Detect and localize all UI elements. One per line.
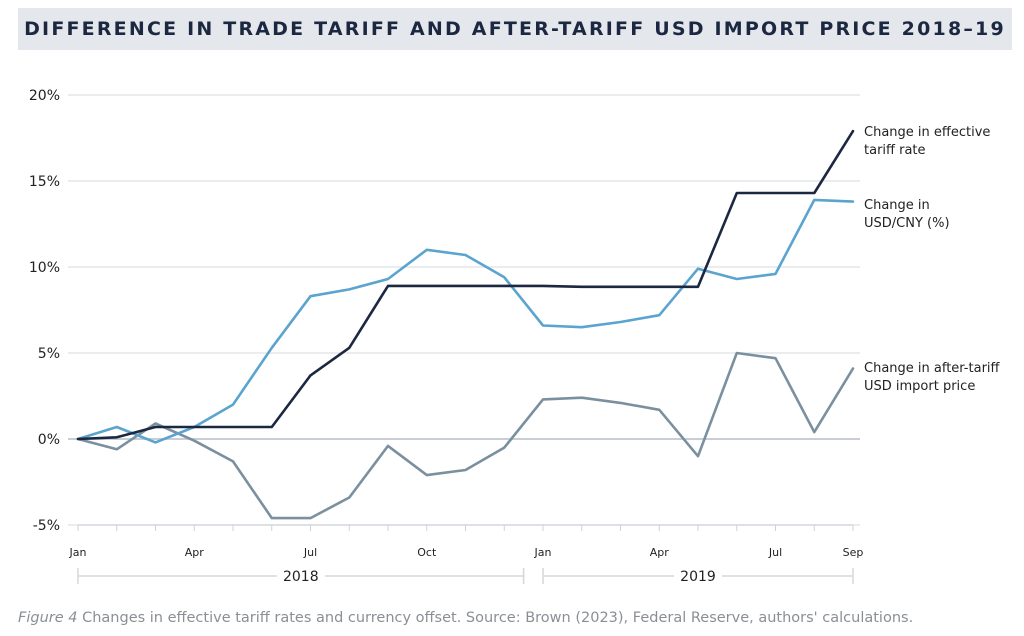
year-label: 2018	[283, 569, 319, 585]
y-tick-label: 0%	[38, 432, 60, 448]
figure-caption: Figure 4 Changes in effective tariff rat…	[18, 610, 913, 626]
x-tick-label: Jul	[768, 546, 782, 559]
x-tick-label: Apr	[185, 546, 205, 559]
series-label-line: USD/CNY (%)	[864, 216, 950, 231]
series-label-line: tariff rate	[864, 143, 926, 158]
year-label-background	[276, 566, 325, 586]
series-line-1	[76, 198, 855, 444]
series-line-2	[76, 351, 855, 520]
grid-lines	[68, 94, 860, 526]
x-tick-label: Apr	[650, 546, 670, 559]
series-label-1: Change in USD/CNY (%)	[864, 198, 950, 231]
y-tick-label: -5%	[33, 518, 60, 534]
x-tick-label: Jul	[303, 546, 317, 559]
series-label-line: USD import price	[864, 379, 975, 394]
series-label-0: Change in effective tariff rate	[864, 125, 990, 158]
line-chart: -5% 0% 5% 10% 15% 20% Jan Apr Jul Oct Jan Apr Jul Se…	[29, 88, 1001, 586]
year-axis: 2018 2019	[77, 566, 854, 586]
x-tick-label: Jan	[69, 546, 87, 559]
series-label-2: Change in after-tariff USD import price	[864, 361, 1001, 394]
series-line-0	[76, 129, 855, 441]
y-tick-label: 15%	[29, 174, 60, 190]
x-tick-label: Oct	[417, 546, 437, 559]
figure-number: Figure 4	[18, 610, 78, 626]
y-axis-tick-labels: -5% 0% 5% 10% 15% 20%	[29, 88, 60, 534]
year-label-background	[674, 566, 722, 586]
series-label-line: Change in after-tariff	[864, 361, 1001, 376]
series-label-line: Change in	[864, 198, 930, 213]
series-label-line: Change in effective	[864, 125, 990, 140]
title-bar: DIFFERENCE IN TRADE TARIFF AND AFTER-TAR…	[18, 8, 1012, 50]
x-tick-label: Sep	[843, 546, 864, 559]
series-lines	[76, 129, 855, 520]
series-labels: Change in effective tariff rate Change in U…	[864, 125, 1001, 394]
year-label: 2019	[680, 569, 716, 585]
y-tick-label: 10%	[29, 260, 60, 276]
chart-title: DIFFERENCE IN TRADE TARIFF AND AFTER-TAR…	[24, 18, 1006, 40]
caption-text: Changes in effective tariff rates and cu…	[77, 610, 914, 626]
x-axis: Jan Apr Jul Oct Jan Apr Jul Sep	[69, 524, 864, 559]
y-tick-label: 20%	[29, 88, 60, 104]
y-tick-label: 5%	[38, 346, 60, 362]
x-tick-label: Jan	[534, 546, 552, 559]
